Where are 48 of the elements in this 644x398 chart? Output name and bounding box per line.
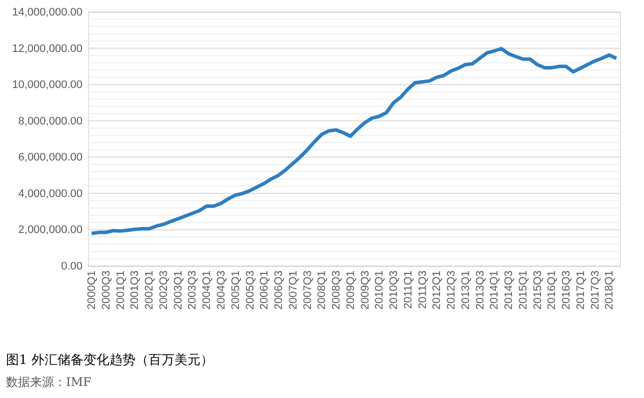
x-tick-label: 2010Q3 [388,270,400,310]
x-tick-label: 2017Q3 [589,270,602,310]
x-tick-label: 2001Q3 [129,270,142,310]
x-tick-label: 2014Q1 [488,270,501,310]
y-tick-label: 6,000,000.00 [18,152,82,164]
x-tick-label: 2007Q1 [287,270,300,310]
x-tick-label: 2012Q3 [446,270,458,310]
x-tick-label: 2001Q1 [114,270,127,310]
x-tick-label: 2016Q1 [546,270,558,310]
x-tick-label: 2008Q1 [316,270,328,310]
x-tick-label: 2008Q3 [330,270,343,310]
x-tick-label: 2015Q3 [532,270,544,310]
x-tick-label: 2012Q1 [431,270,444,310]
y-tick-label: 0.00 [61,260,82,272]
x-tick-label: 2009Q1 [344,270,357,310]
x-tick-label: 2003Q1 [172,270,184,310]
y-tick-label: 8,000,000.00 [18,115,82,128]
y-tick-label: 12,000,000.00 [12,42,82,55]
y-tick-label: 14,000,000.00 [12,6,82,18]
x-tick-label: 2017Q1 [574,270,587,310]
x-tick-label: 2006Q1 [258,270,271,310]
source-note: 数据来源：IMF [6,375,92,389]
x-tick-label: 2004Q3 [216,270,228,310]
x-tick-label: 2009Q3 [359,270,372,310]
x-tick-label: 2014Q3 [503,270,516,310]
x-tick-label: 2011Q3 [416,270,429,309]
y-tick-label: 2,000,000.00 [18,224,82,236]
x-tick-label: 2005Q3 [244,270,256,310]
x-tick-label: 2003Q3 [186,270,199,310]
x-tick-label: 2018Q1 [604,270,616,310]
y-tick-label: 10,000,000.00 [12,79,82,92]
x-tick-label: 2004Q1 [201,270,214,310]
x-tick-label: 2010Q1 [374,270,386,310]
x-tick-label: 2011Q1 [402,270,414,309]
text: 图1 外汇储备变化趋势（百万美元） [6,352,214,368]
x-tick-label: 2000Q3 [100,270,112,310]
x-tick-label: 2013Q1 [460,270,472,310]
line-series [90,46,618,236]
x-tick-label: 2007Q3 [302,270,314,310]
x-tick-label: 2002Q1 [144,270,156,310]
x-tick-label: 2006Q3 [273,270,286,310]
y-tick-label: 4,000,000.00 [18,188,82,200]
x-tick-label: 2002Q3 [158,270,170,310]
x-tick-label: 2005Q1 [230,270,242,310]
x-tick-label: 2013Q3 [474,270,486,310]
x-tick-label: 2016Q3 [560,270,573,310]
x-tick-label: 2015Q1 [517,270,530,310]
x-tick-label: 2000Q1 [86,270,98,310]
